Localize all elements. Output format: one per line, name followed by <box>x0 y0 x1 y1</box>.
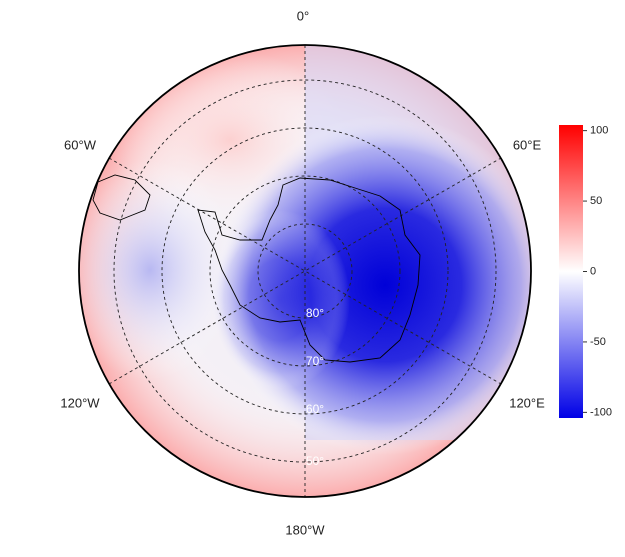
colorbar-tick-label: 0 <box>590 265 596 277</box>
field <box>79 45 531 497</box>
map-border <box>78 44 532 498</box>
colorbar-tick-label: -100 <box>590 406 612 418</box>
graticule <box>108 45 502 497</box>
colorbar-tick-label: -50 <box>590 336 606 348</box>
south-america-coast <box>92 174 151 221</box>
colorbar-tick-label: 100 <box>590 125 608 137</box>
latitude-label: 60° <box>306 402 324 416</box>
longitude-label: 120°E <box>509 395 545 410</box>
longitude-label: 0° <box>297 8 309 23</box>
longitude-label: 60°E <box>513 137 542 152</box>
longitude-label: 60°W <box>64 137 97 152</box>
colorbar <box>559 125 583 418</box>
latitude-label: 70° <box>306 354 324 368</box>
colorbar-ticks: 100 50 0 -50 -100 <box>583 125 612 418</box>
latitude-label: 50° <box>306 454 324 468</box>
longitude-label: 180°W <box>285 522 325 537</box>
longitude-label: 120°W <box>60 395 100 410</box>
antarctica-coastline <box>197 177 421 363</box>
latitude-label: 80° <box>306 306 324 320</box>
colorbar-tick-label: 50 <box>590 195 602 207</box>
